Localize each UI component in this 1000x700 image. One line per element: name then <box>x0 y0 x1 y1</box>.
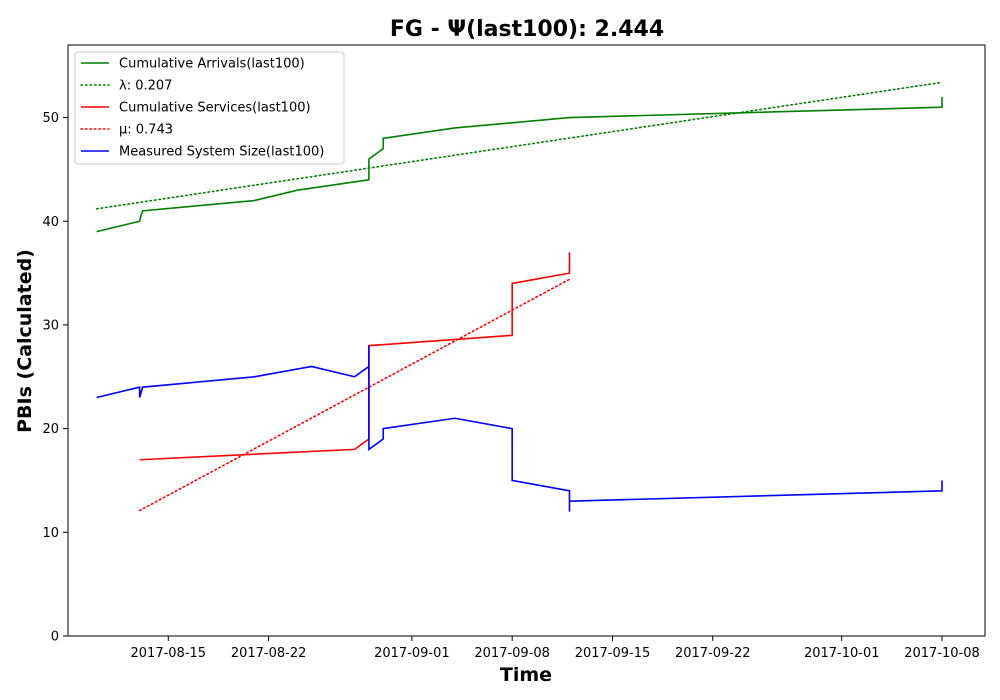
y-tick-label: 10 <box>42 526 59 541</box>
legend-label: μ: 0.743 <box>119 123 173 138</box>
series-line-3 <box>140 279 570 510</box>
x-tick-label: 2017-09-08 <box>474 646 550 661</box>
y-axis: 0 10 20 30 40 50 <box>42 111 68 644</box>
legend: Cumulative Arrivals(last100) λ: 0.207 Cumu… <box>75 52 344 164</box>
legend-label: λ: 0.207 <box>119 79 172 94</box>
y-tick-label: 20 <box>42 422 59 437</box>
y-axis-label: PBIs (Calculated) <box>14 249 36 433</box>
x-tick-label: 2017-08-22 <box>231 646 307 661</box>
series-line-4 <box>97 346 942 512</box>
series-line-2 <box>140 252 570 459</box>
y-tick-label: 50 <box>42 111 59 126</box>
y-tick-label: 40 <box>42 215 59 230</box>
x-tick-label: 2017-10-08 <box>904 646 980 661</box>
x-tick-label: 2017-09-22 <box>675 646 751 661</box>
x-tick-label: 2017-09-01 <box>374 646 450 661</box>
y-tick-label: 0 <box>51 630 59 645</box>
x-tick-label: 2017-09-15 <box>575 646 651 661</box>
legend-label: Cumulative Services(last100) <box>119 101 311 116</box>
legend-label: Cumulative Arrivals(last100) <box>119 57 305 72</box>
x-tick-label: 2017-08-15 <box>131 646 207 661</box>
x-axis: 2017-08-15 2017-08-22 2017-09-01 2017-09-08… <box>131 636 980 661</box>
legend-label: Measured System Size(last100) <box>119 145 324 160</box>
x-axis-label: Time <box>500 664 552 686</box>
chart-title: FG - Ψ(last100): 2.444 <box>390 17 664 42</box>
y-tick-label: 30 <box>42 318 59 333</box>
x-tick-label: 2017-10-01 <box>804 646 880 661</box>
